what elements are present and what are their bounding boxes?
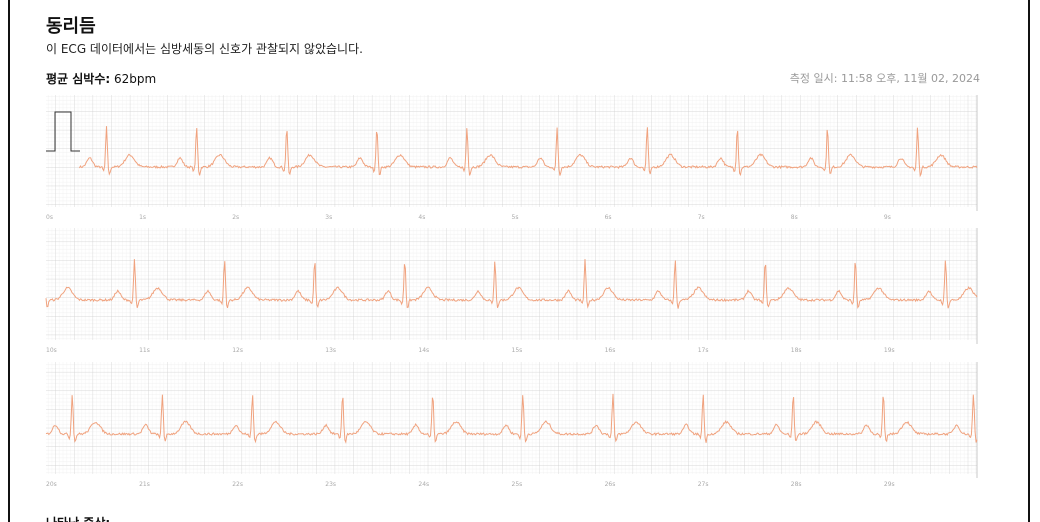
time-label: 8s	[791, 214, 798, 221]
heart-rate-value: 62bpm	[114, 72, 157, 86]
time-label: 2s	[232, 214, 239, 221]
time-label: 24s	[418, 481, 429, 488]
time-label: 4s	[418, 214, 425, 221]
time-label: 20s	[46, 481, 57, 488]
ecg-grid	[46, 362, 977, 474]
time-label: 12s	[232, 347, 243, 354]
symptoms-label: 나타난 증상:	[46, 514, 110, 522]
time-label: 28s	[791, 481, 802, 488]
time-label: 23s	[325, 481, 336, 488]
ecg-grid	[46, 228, 977, 340]
ecg-trace	[45, 393, 978, 444]
time-label: 17s	[698, 347, 709, 354]
time-label: 19s	[884, 347, 895, 354]
time-label: 26s	[605, 481, 616, 488]
heart-rate-label: 평균 심박수:	[46, 72, 111, 86]
time-label: 25s	[512, 481, 523, 488]
time-label: 22s	[232, 481, 243, 488]
time-label: 15s	[512, 347, 523, 354]
time-label: 14s	[418, 347, 429, 354]
ecg-trace	[45, 259, 978, 309]
time-label: 7s	[698, 214, 705, 221]
recorded-at: 측정 일시: 11:58 오후, 11월 02, 2024	[789, 72, 980, 85]
time-label: 3s	[325, 214, 332, 221]
ecg-trace	[79, 126, 978, 178]
time-label: 13s	[325, 347, 336, 354]
time-label: 16s	[605, 347, 616, 354]
heart-rate: 평균 심박수: 62bpm	[46, 70, 156, 87]
time-label: 27s	[698, 481, 709, 488]
ecg-grid	[46, 95, 977, 207]
time-label: 5s	[512, 214, 519, 221]
time-label: 21s	[139, 481, 150, 488]
time-label: 0s	[46, 214, 53, 221]
time-label: 9s	[884, 214, 891, 221]
time-label: 11s	[139, 347, 150, 354]
time-label: 1s	[139, 214, 146, 221]
time-label: 18s	[791, 347, 802, 354]
description: 이 ECG 데이터에서는 심방세동의 신호가 관찰되지 않았습니다.	[46, 42, 363, 56]
time-label: 29s	[884, 481, 895, 488]
frame	[8, 0, 1030, 522]
time-label: 10s	[46, 347, 57, 354]
title: 동리듬	[46, 16, 96, 37]
time-label: 6s	[605, 214, 612, 221]
calibration-pulse	[46, 111, 80, 152]
